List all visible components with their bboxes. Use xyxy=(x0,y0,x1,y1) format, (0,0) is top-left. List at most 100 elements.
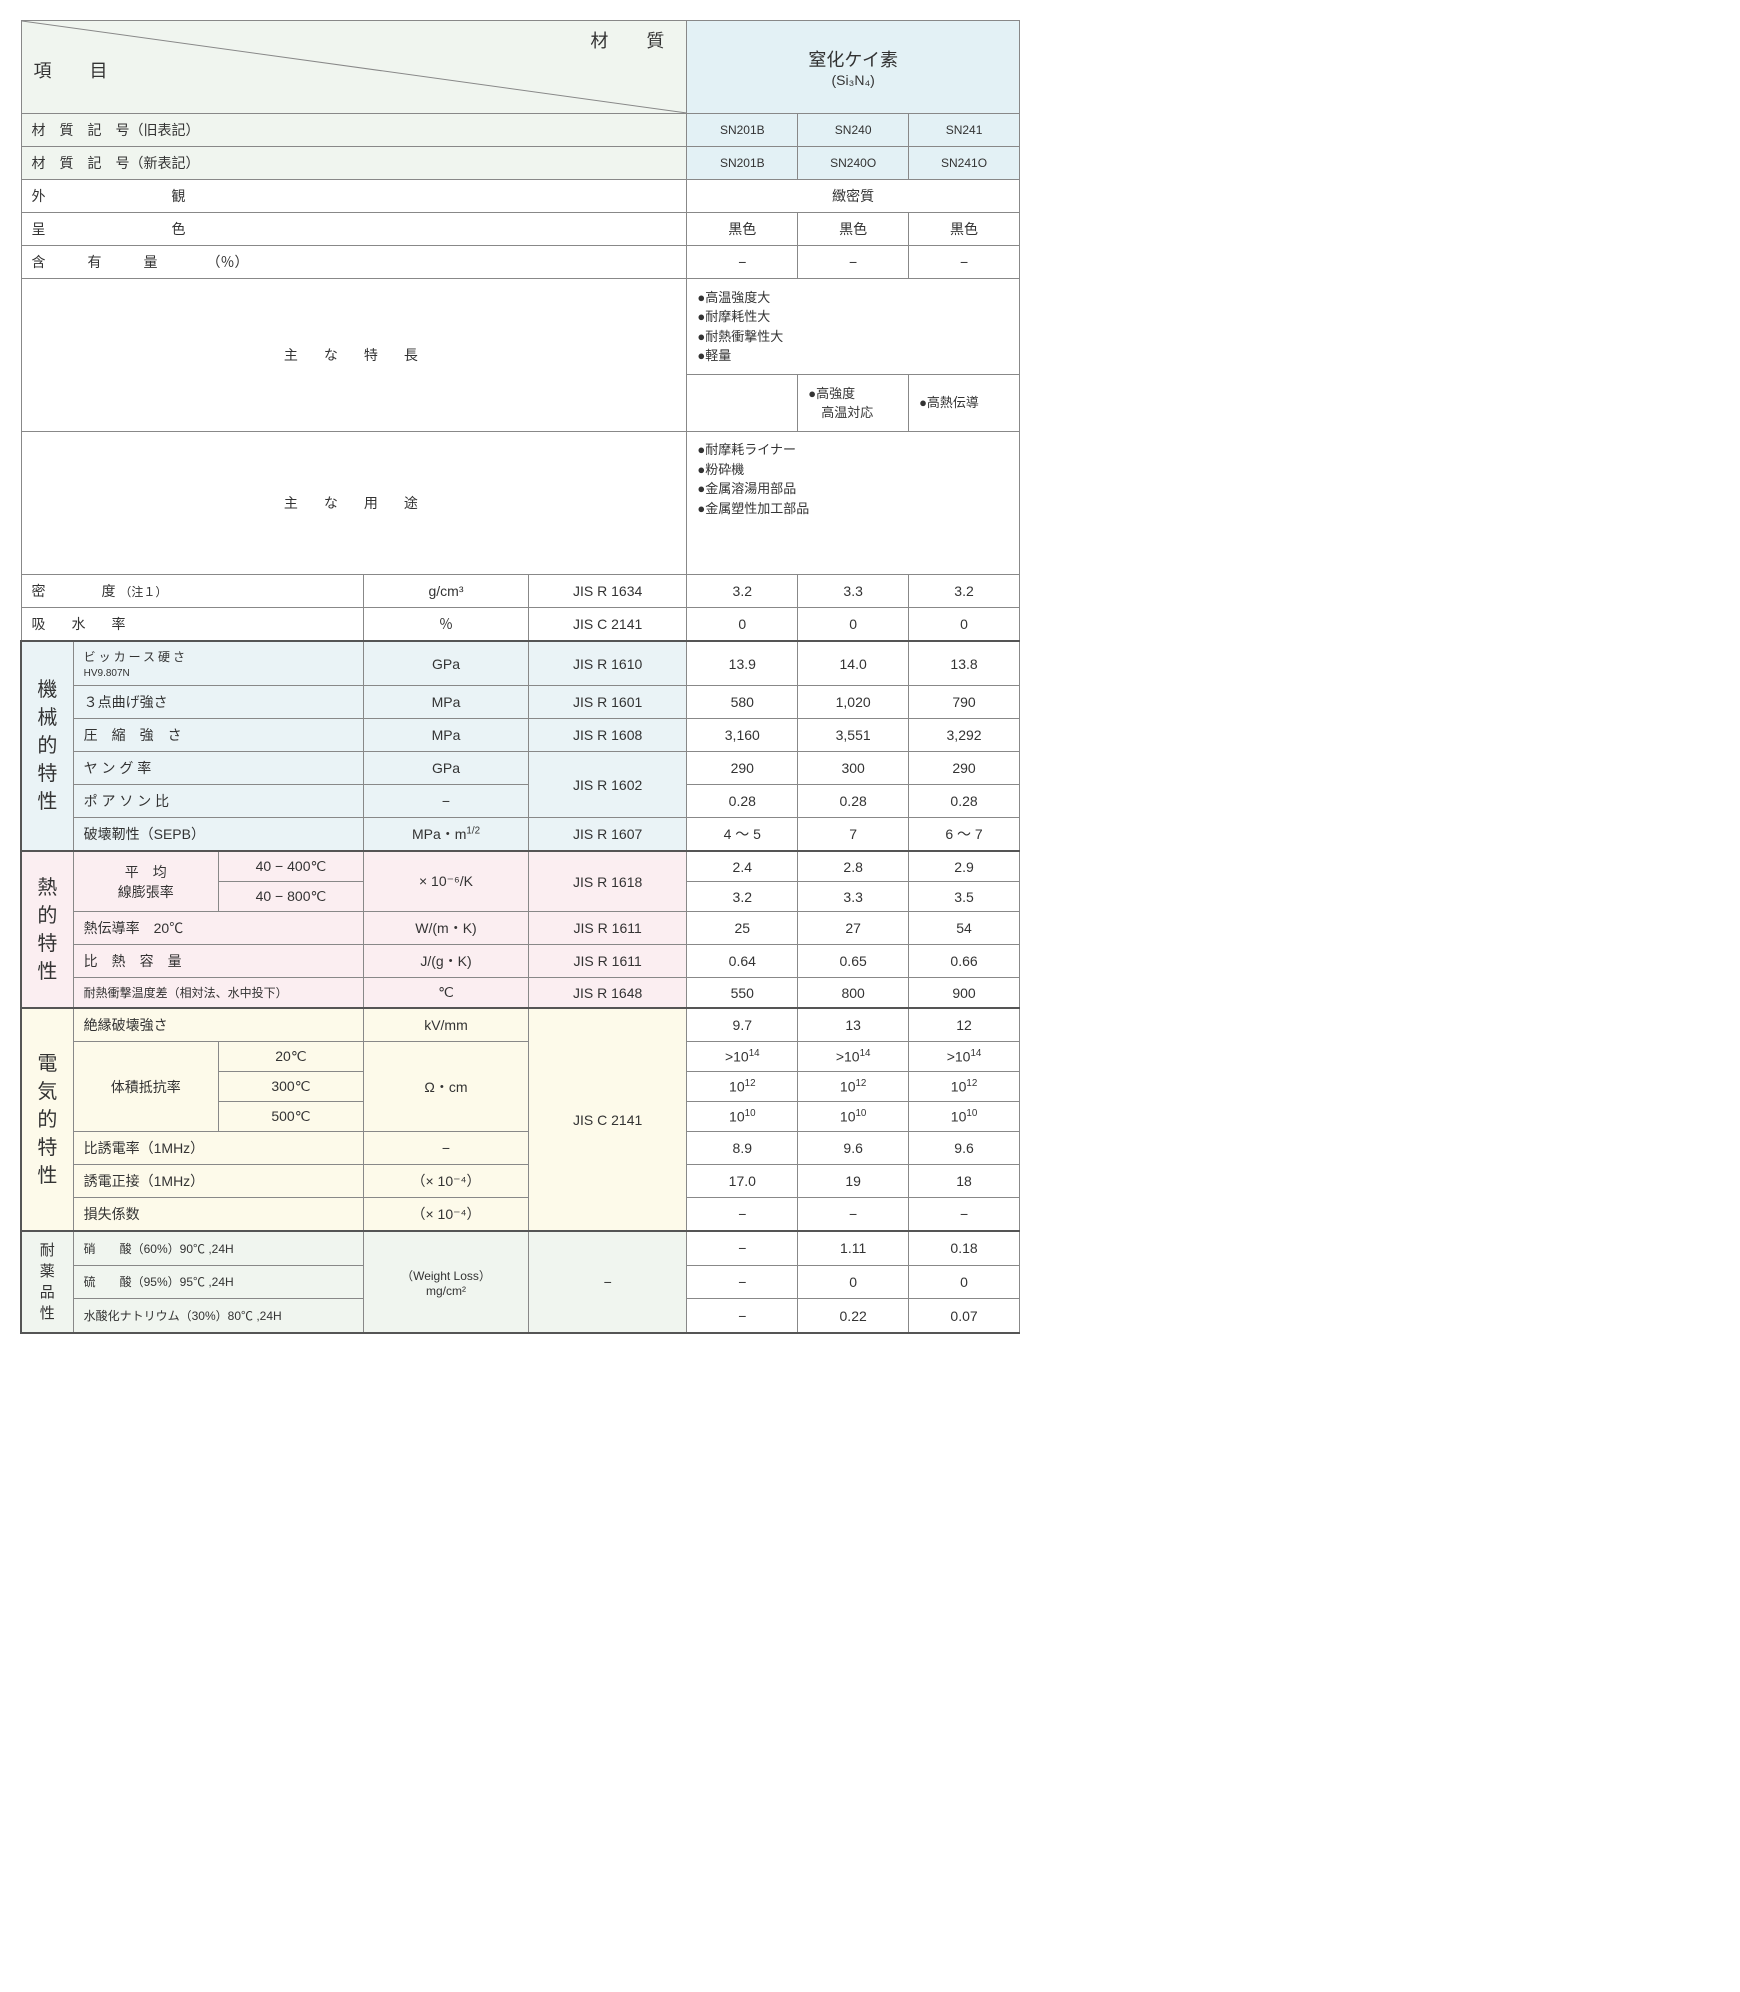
density-0: 3.2 xyxy=(687,575,798,608)
fracture-std: JIS R 1607 xyxy=(528,818,686,852)
thermal-section-label: 熱的特性 xyxy=(21,851,73,1008)
heat-0: 0.64 xyxy=(687,945,798,978)
chem-unit: （Weight Loss） mg/cm² xyxy=(364,1231,529,1333)
header-diagonal-cell: 材 質 項 目 xyxy=(21,21,687,114)
perm-unit: − xyxy=(364,1132,529,1165)
chem-section-label: 耐薬品性 xyxy=(21,1231,73,1333)
res1-1: >1014 xyxy=(798,1042,909,1072)
res2-0: 1012 xyxy=(687,1072,798,1102)
vickers-label: ビッカース硬さHV9.807N xyxy=(73,641,363,686)
material-name-header: 窒化ケイ素 (Si₃N₄) xyxy=(687,21,1020,114)
density-label: 密 度 （注１） xyxy=(21,575,364,608)
res3-2: 1010 xyxy=(909,1102,1020,1132)
nitric-2: 0.18 xyxy=(909,1231,1020,1265)
dielec-unit: kV/mm xyxy=(364,1008,529,1042)
cte2-0: 3.2 xyxy=(687,882,798,912)
nitric-1: 1.11 xyxy=(798,1231,909,1265)
content-1: − xyxy=(798,246,909,279)
mech-section-label: 機械的特性 xyxy=(21,641,73,851)
perm-0: 8.9 xyxy=(687,1132,798,1165)
heat-std: JIS R 1611 xyxy=(528,945,686,978)
code-old-0: SN201B xyxy=(687,114,798,147)
code-new-1: SN240O xyxy=(798,147,909,180)
cte1-2: 2.9 xyxy=(909,851,1020,882)
poisson-2: 0.28 xyxy=(909,785,1020,818)
cte-unit: × 10⁻⁶/K xyxy=(364,851,529,912)
fracture-2: 6 〜 7 xyxy=(909,818,1020,852)
code-old-1: SN240 xyxy=(798,114,909,147)
comp-1: 3,551 xyxy=(798,719,909,752)
water-0: 0 xyxy=(687,608,798,642)
young-2: 290 xyxy=(909,752,1020,785)
perm-2: 9.6 xyxy=(909,1132,1020,1165)
cte-std: JIS R 1618 xyxy=(528,851,686,912)
elec-section-label: 電気的特性 xyxy=(21,1008,73,1231)
shock-0: 550 xyxy=(687,978,798,1009)
water-1: 0 xyxy=(798,608,909,642)
features-label: 主 な 特 長 xyxy=(21,279,687,432)
perm-1: 9.6 xyxy=(798,1132,909,1165)
features-common: ●高温強度大 ●耐摩耗性大 ●耐熱衝撃性大 ●軽量 xyxy=(687,279,1020,375)
fracture-unit: MPa・m1/2 xyxy=(364,818,529,852)
features-col-2: ●高熱伝導 xyxy=(909,375,1020,432)
cte1-1: 2.8 xyxy=(798,851,909,882)
bend-1: 1,020 xyxy=(798,686,909,719)
res-label: 体積抵抗率 xyxy=(73,1042,218,1132)
shock-std: JIS R 1648 xyxy=(528,978,686,1009)
color-1: 黒色 xyxy=(798,213,909,246)
bend-0: 580 xyxy=(687,686,798,719)
features-col-1: ●高強度 高温対応 xyxy=(798,375,909,432)
bend-label: ３点曲げ強さ xyxy=(73,686,363,719)
nitric-label: 硝 酸（60%）90℃ ,24H xyxy=(73,1231,363,1265)
water-std: JIS C 2141 xyxy=(528,608,686,642)
comp-0: 3,160 xyxy=(687,719,798,752)
poisson-1: 0.28 xyxy=(798,785,909,818)
tan-label: 誘電正接（1MHz） xyxy=(73,1165,363,1198)
young-0: 290 xyxy=(687,752,798,785)
vickers-0: 13.9 xyxy=(687,641,798,686)
features-col-0 xyxy=(687,375,798,432)
tan-1: 19 xyxy=(798,1165,909,1198)
shock-1: 800 xyxy=(798,978,909,1009)
color-2: 黒色 xyxy=(909,213,1020,246)
header-material-label: 材 質 xyxy=(590,27,674,53)
heat-label: 比 熱 容 量 xyxy=(73,945,363,978)
cond-1: 27 xyxy=(798,912,909,945)
dielec-2: 12 xyxy=(909,1008,1020,1042)
cond-label: 熱伝導率 20℃ xyxy=(73,912,363,945)
sulf-label: 硫 酸（95%）95℃ ,24H xyxy=(73,1265,363,1299)
uses-text: ●耐摩耗ライナー ●粉砕機 ●金属溶湯用部品 ●金属塑性加工部品 xyxy=(687,432,1020,575)
poisson-0: 0.28 xyxy=(687,785,798,818)
loss-label: 損失係数 xyxy=(73,1198,363,1232)
code-old-label: 材 質 記 号（旧表記） xyxy=(21,114,687,147)
density-std: JIS R 1634 xyxy=(528,575,686,608)
cte-label: 平 均 線膨張率 xyxy=(73,851,218,912)
bend-std: JIS R 1601 xyxy=(528,686,686,719)
tan-unit: （× 10⁻⁴） xyxy=(364,1165,529,1198)
shock-2: 900 xyxy=(909,978,1020,1009)
young-unit: GPa xyxy=(364,752,529,785)
code-new-0: SN201B xyxy=(687,147,798,180)
shock-unit: ℃ xyxy=(364,978,529,1009)
young-1: 300 xyxy=(798,752,909,785)
material-properties-table: 材 質 項 目 窒化ケイ素 (Si₃N₄) 材 質 記 号（旧表記） SN201… xyxy=(20,20,1020,1334)
naoh-2: 0.07 xyxy=(909,1299,1020,1333)
cond-unit: W/(m・K) xyxy=(364,912,529,945)
density-2: 3.2 xyxy=(909,575,1020,608)
color-label: 呈 色 xyxy=(21,213,687,246)
fracture-label: 破壊靭性（SEPB） xyxy=(73,818,363,852)
content-0: − xyxy=(687,246,798,279)
uses-label: 主 な 用 途 xyxy=(21,432,687,575)
chem-std: − xyxy=(528,1231,686,1333)
dielec-0: 9.7 xyxy=(687,1008,798,1042)
res-t1: 20℃ xyxy=(218,1042,363,1072)
content-2: − xyxy=(909,246,1020,279)
perm-label: 比誘電率（1MHz） xyxy=(73,1132,363,1165)
vickers-unit: GPa xyxy=(364,641,529,686)
loss-unit: （× 10⁻⁴） xyxy=(364,1198,529,1232)
naoh-0: − xyxy=(687,1299,798,1333)
vickers-std: JIS R 1610 xyxy=(528,641,686,686)
res-unit: Ω・cm xyxy=(364,1042,529,1132)
comp-label: 圧 縮 強 さ xyxy=(73,719,363,752)
res-t3: 500℃ xyxy=(218,1102,363,1132)
